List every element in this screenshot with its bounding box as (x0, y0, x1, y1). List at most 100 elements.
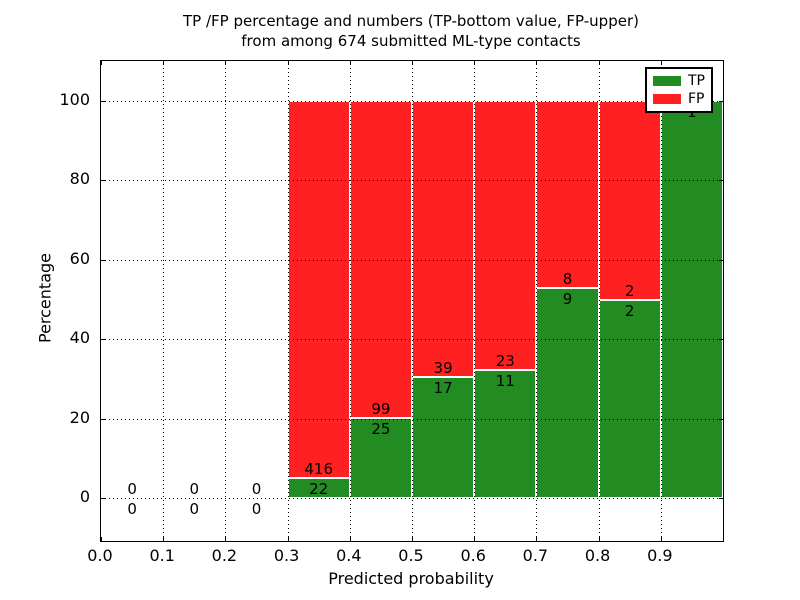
y-tick-mark (101, 259, 105, 261)
legend-label-fp: FP (688, 90, 705, 107)
vertical-gridline (474, 61, 476, 541)
x-tick-mark (225, 537, 227, 541)
fp-bar-segment (349, 101, 412, 418)
y-tick-mark (719, 259, 723, 261)
tp-count-label: 2 (624, 301, 635, 320)
x-tick-mark (598, 537, 600, 541)
tp-bar-segment (412, 377, 475, 498)
legend-item-tp: TP (653, 74, 705, 88)
y-tick-mark (101, 339, 105, 341)
tp-count-label: 0 (189, 500, 200, 518)
fp-count-label: 416 (304, 460, 334, 479)
tp-bar-segment (536, 287, 599, 498)
x-axis-label: Predicted probability (328, 569, 494, 588)
x-tick-mark (287, 537, 289, 541)
fp-count-label: 0 (251, 480, 262, 498)
horizontal-gridline (101, 180, 723, 182)
y-tick-label: 20 (69, 407, 90, 427)
vertical-gridline (349, 61, 351, 541)
x-tick-label: 0.9 (647, 546, 673, 565)
y-tick-mark (101, 418, 105, 420)
x-tick-mark (163, 537, 165, 541)
x-tick-mark (287, 61, 289, 65)
tp-count-label: 11 (495, 371, 515, 390)
horizontal-gridline (101, 339, 723, 341)
x-tick-mark (101, 61, 102, 65)
fp-count-label: 0 (127, 480, 137, 498)
horizontal-gridline (101, 418, 723, 420)
y-tick-label: 40 (69, 328, 90, 348)
horizontal-gridline (101, 259, 723, 261)
y-tick-mark (719, 101, 723, 102)
y-tick-mark (101, 498, 105, 499)
x-tick-mark (474, 537, 476, 541)
fp-bar-segment (287, 101, 350, 479)
x-tick-label: 0.6 (460, 546, 486, 565)
x-tick-label: 0.3 (273, 546, 300, 565)
vertical-gridline (412, 61, 413, 541)
tp-count-label: 17 (433, 379, 453, 398)
tp-swatch-icon (653, 76, 681, 87)
y-tick-mark (101, 101, 105, 102)
tp-count-label: 25 (371, 419, 391, 438)
y-tick-mark (719, 180, 723, 182)
y-tick-label: 80 (69, 169, 90, 189)
x-tick-mark (536, 537, 538, 541)
legend-item-fp: FP (653, 92, 705, 106)
x-tick-label: 0.0 (87, 546, 113, 565)
fp-count-label: 0 (189, 480, 200, 498)
y-tick-mark (101, 180, 105, 182)
tp-bar-segment (349, 417, 412, 498)
tp-bar-segment (598, 299, 661, 498)
tp-count-label: 22 (309, 480, 329, 499)
chart-title-line1: TP /FP percentage and numbers (TP-bottom… (183, 12, 639, 30)
y-tick-mark (719, 339, 723, 341)
fp-bar-segment (598, 101, 661, 300)
fp-count-label: 99 (371, 399, 391, 418)
vertical-gridline (536, 61, 538, 541)
x-tick-mark (536, 61, 538, 65)
legend-label-tp: TP (688, 73, 705, 90)
tp-count-label: 9 (562, 289, 573, 308)
x-tick-label: 0.7 (522, 546, 549, 565)
x-tick-label: 0.1 (149, 546, 175, 565)
vertical-gridline (163, 61, 165, 541)
y-tick-mark (719, 498, 723, 499)
fp-bar-segment (412, 101, 475, 378)
fp-count-label: 23 (495, 351, 515, 370)
x-tick-mark (349, 537, 351, 541)
fp-swatch-icon (653, 93, 681, 104)
y-tick-label: 100 (59, 90, 90, 109)
y-tick-mark (719, 418, 723, 420)
vertical-gridline (287, 61, 289, 541)
y-tick-label: 60 (69, 248, 90, 268)
tp-count-label: 0 (251, 500, 262, 518)
x-tick-label: 0.8 (584, 546, 611, 565)
legend: TP FP (645, 67, 713, 113)
chart-title: TP /FP percentage and numbers (TP-bottom… (183, 11, 639, 51)
y-tick-label: 0 (79, 487, 90, 506)
horizontal-gridline (101, 101, 723, 102)
fp-bar-segment (474, 101, 537, 370)
x-tick-label: 0.5 (398, 546, 424, 565)
x-tick-mark (598, 61, 600, 65)
x-tick-mark (163, 61, 165, 65)
x-tick-mark (412, 537, 413, 541)
fp-count-label: 2 (624, 281, 635, 300)
fp-count-label: 8 (562, 269, 573, 288)
x-tick-mark (660, 61, 662, 65)
x-tick-mark (474, 61, 476, 65)
x-tick-label: 0.2 (211, 546, 238, 565)
plot-area: 00000041622992539172311892201 (100, 60, 724, 542)
chart-title-line2: from among 674 submitted ML-type contact… (241, 32, 581, 50)
tp-bar-segment (660, 101, 723, 498)
x-tick-mark (349, 61, 351, 65)
x-tick-mark (225, 61, 227, 65)
vertical-gridline (225, 61, 227, 541)
x-tick-mark (412, 61, 413, 65)
horizontal-gridline (101, 498, 723, 499)
x-tick-label: 0.4 (336, 546, 362, 565)
vertical-gridline (598, 61, 600, 541)
vertical-gridline (660, 61, 662, 541)
